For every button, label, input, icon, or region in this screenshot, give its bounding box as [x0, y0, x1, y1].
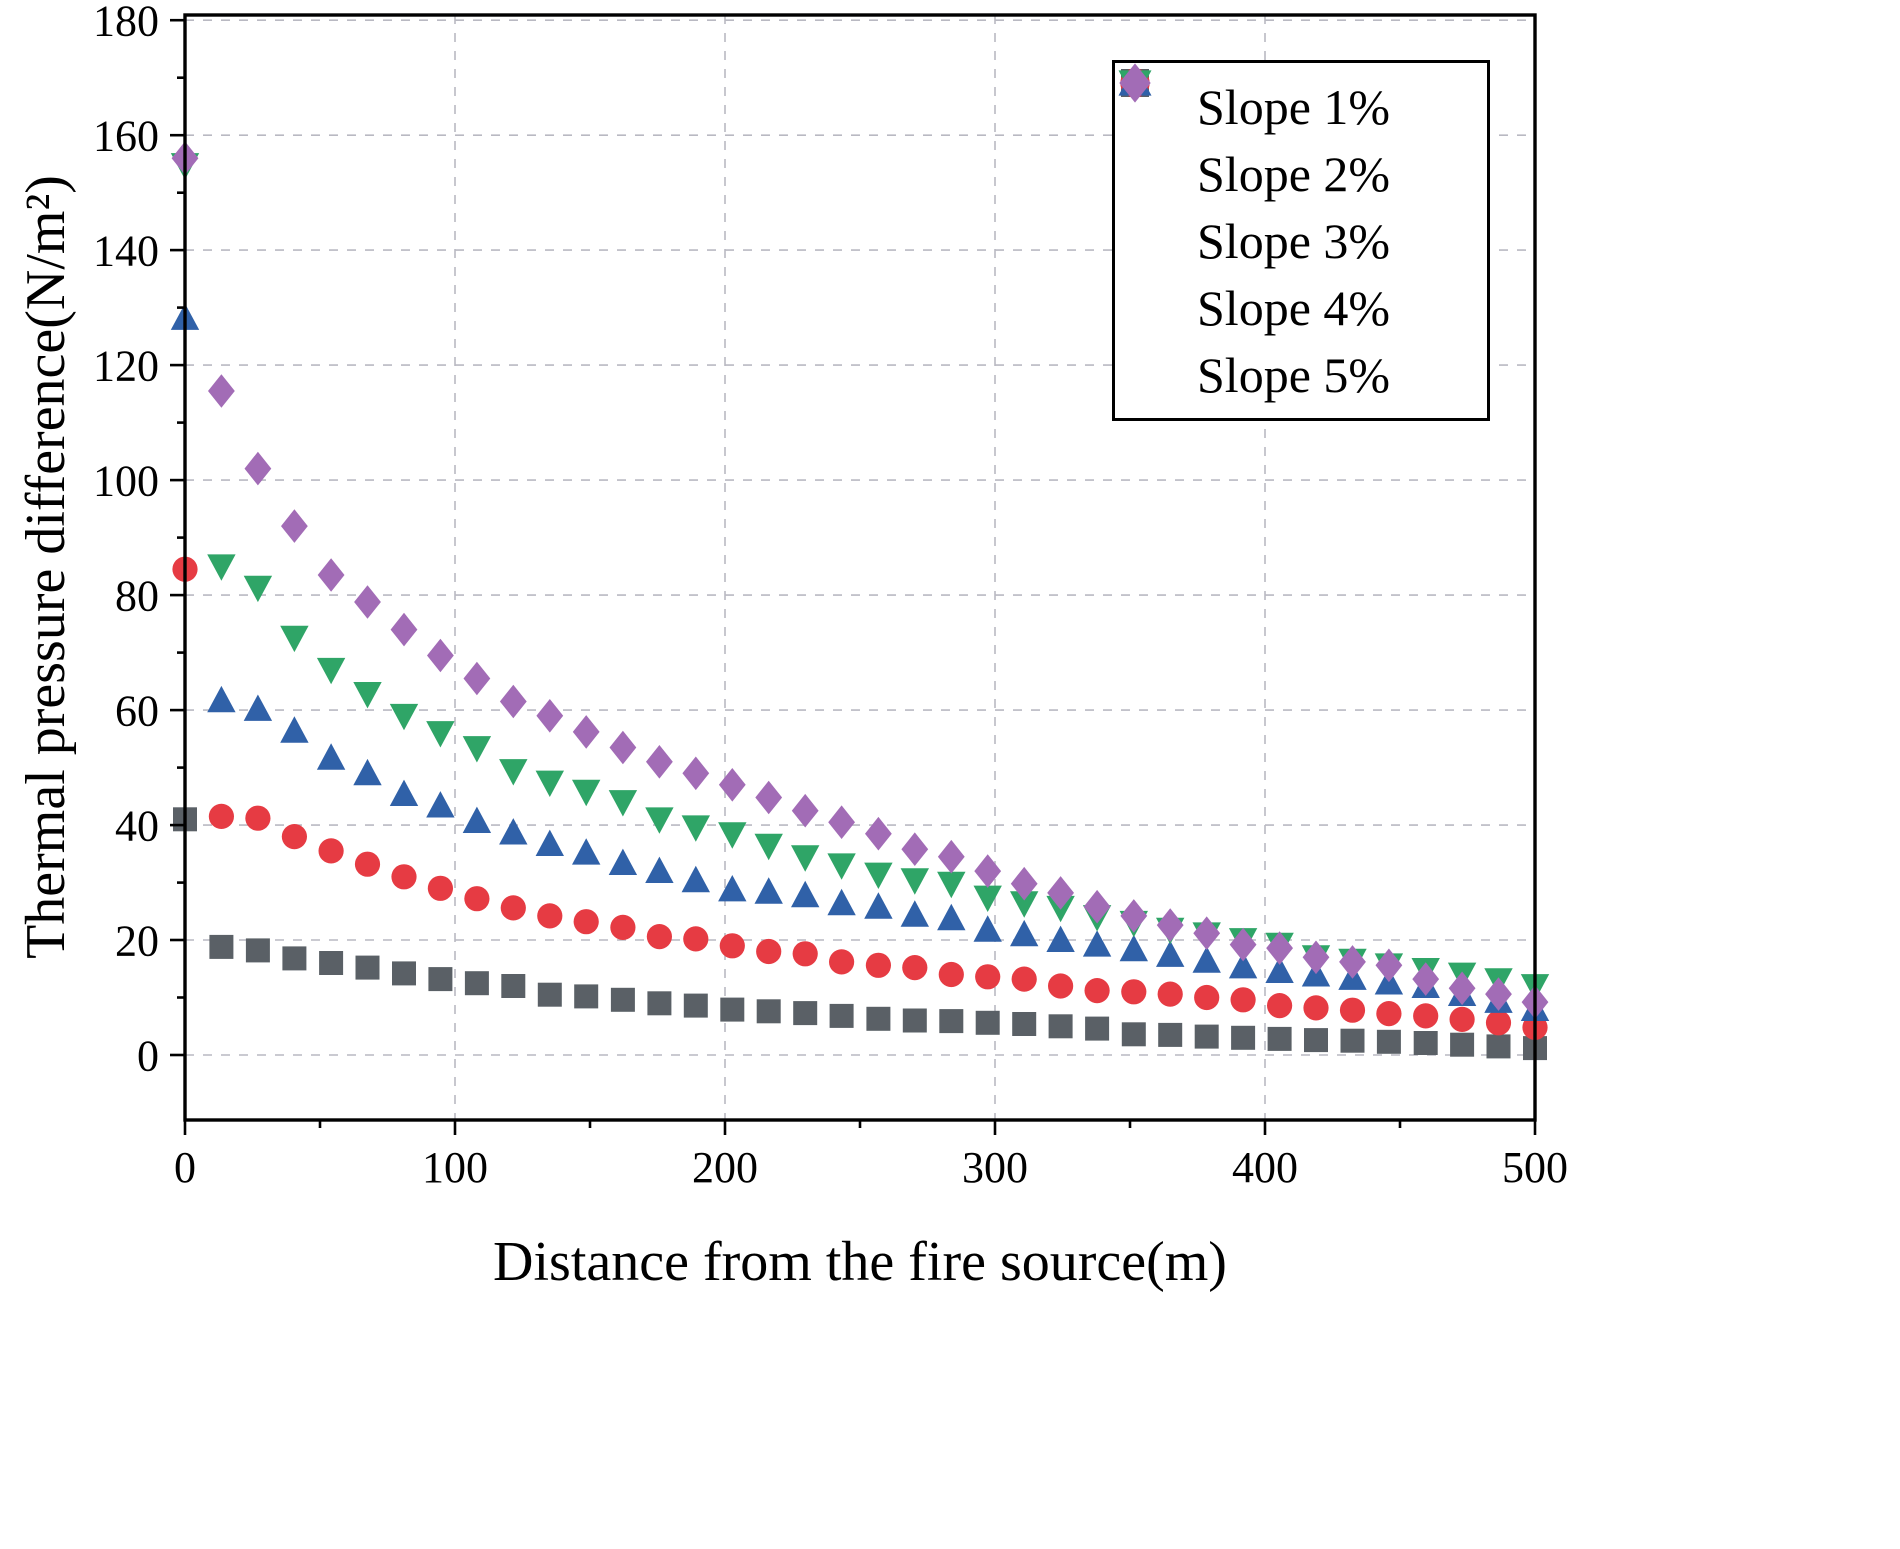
legend-item: Slope 5% — [1115, 63, 1487, 408]
y-axis-title: Thermal pressure difference(N/m²) — [15, 175, 77, 959]
svg-text:200: 200 — [692, 1143, 758, 1192]
svg-text:80: 80 — [115, 572, 159, 621]
series-5-points — [171, 141, 1549, 1019]
x-axis-title: Distance from the fire source(m) — [493, 1231, 1227, 1293]
legend-item: Slope 1% — [1115, 69, 1487, 140]
legend-item: Slope 2% — [1115, 68, 1487, 207]
svg-text:20: 20 — [115, 916, 159, 965]
legend-item: Slope 3% — [1115, 64, 1487, 274]
series-2-points — [172, 556, 1548, 1040]
svg-text:60: 60 — [115, 687, 159, 736]
svg-text:140: 140 — [93, 227, 159, 276]
series-1-points — [173, 807, 1547, 1061]
svg-text:40: 40 — [115, 802, 159, 851]
legend-item-label: Slope 4% — [1197, 279, 1391, 336]
legend-item: Slope 4% — [1115, 70, 1487, 341]
svg-text:180: 180 — [93, 0, 159, 46]
svg-text:400: 400 — [1232, 1143, 1298, 1192]
legend-item-label: Slope 3% — [1197, 212, 1391, 269]
svg-text:300: 300 — [962, 1143, 1028, 1192]
diamond-marker-icon — [1119, 63, 1151, 103]
svg-text:120: 120 — [93, 342, 159, 391]
svg-text:0: 0 — [174, 1143, 196, 1192]
legend-item-label: Slope 2% — [1197, 145, 1391, 202]
svg-text:500: 500 — [1502, 1143, 1568, 1192]
svg-text:100: 100 — [422, 1143, 488, 1192]
legend-item-label: Slope 1% — [1197, 78, 1391, 135]
series-3-points — [170, 303, 1550, 1021]
legend-item-label: Slope 5% — [1197, 346, 1391, 403]
axis-ticks: 0 100 200 300 400 500 0 20 40 60 80 100 120 140 160 180 — [93, 0, 1568, 1192]
svg-text:100: 100 — [93, 457, 159, 506]
svg-text:160: 160 — [93, 112, 159, 161]
legend: Slope 1% Slope 2% Slope 3% Slope 4% Slope 5% — [1112, 60, 1490, 421]
svg-text:0: 0 — [137, 1031, 159, 1080]
